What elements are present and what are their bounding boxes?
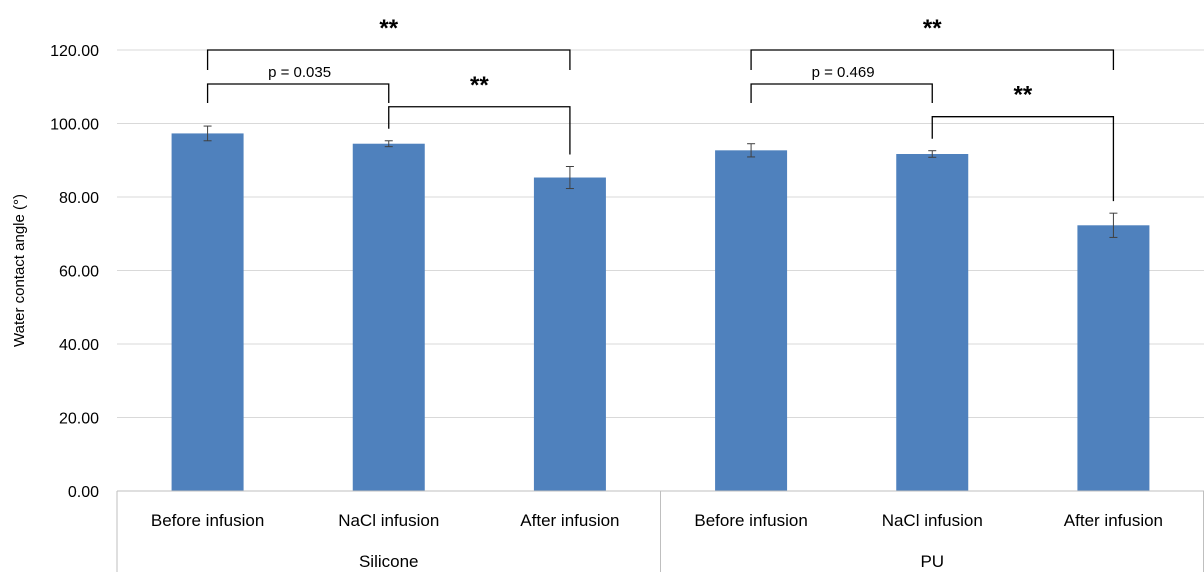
significance-bracket bbox=[931, 116, 1115, 202]
bar bbox=[533, 177, 606, 491]
p-value-label: p = 0.469 bbox=[812, 64, 875, 81]
significance-stars: ** bbox=[923, 15, 942, 42]
x-axis: Before infusion NaCl infusion After infusi… bbox=[116, 490, 1204, 572]
x-tick-label: Before infusion bbox=[694, 511, 807, 530]
bars bbox=[171, 133, 1150, 492]
significance-annotations: p = 0.035 ** ** p = 0.469 ** ** bbox=[206, 15, 1115, 202]
y-tick-label: 120.00 bbox=[50, 43, 99, 60]
group-label: Silicone bbox=[359, 552, 419, 571]
gridlines bbox=[117, 49, 1204, 418]
y-tick-label: 20.00 bbox=[59, 411, 99, 428]
x-tick-label: After infusion bbox=[1064, 511, 1163, 530]
bar bbox=[896, 154, 969, 491]
significance-bracket bbox=[750, 49, 1115, 70]
x-tick-label: After infusion bbox=[520, 511, 619, 530]
bar bbox=[715, 150, 788, 491]
y-tick-label: 60.00 bbox=[59, 264, 99, 281]
significance-bracket bbox=[388, 106, 571, 155]
significance-stars: ** bbox=[379, 15, 398, 42]
y-tick-label: 80.00 bbox=[59, 190, 99, 207]
significance-stars: ** bbox=[470, 72, 489, 99]
significance-bracket bbox=[206, 83, 390, 103]
y-tick-label: 40.00 bbox=[59, 337, 99, 354]
bar bbox=[352, 143, 425, 491]
error-bars bbox=[203, 125, 1118, 238]
p-value-label: p = 0.035 bbox=[268, 64, 331, 81]
y-tick-label: 0.00 bbox=[68, 484, 99, 501]
y-tick-label: 100.00 bbox=[50, 117, 99, 134]
significance-bracket bbox=[206, 49, 571, 70]
x-tick-label: NaCl infusion bbox=[882, 511, 983, 530]
significance-stars: ** bbox=[1013, 82, 1032, 109]
significance-bracket bbox=[750, 83, 933, 103]
x-tick-label: Before infusion bbox=[151, 511, 264, 530]
bar bbox=[171, 133, 244, 492]
x-tick-label: NaCl infusion bbox=[338, 511, 439, 530]
y-axis-ticks: 0.00 20.00 40.00 60.00 80.00 100.00 120.00 bbox=[50, 43, 99, 501]
group-label: PU bbox=[920, 552, 944, 571]
bar bbox=[1077, 225, 1150, 492]
y-axis-label: Water contact angle (°) bbox=[11, 194, 28, 347]
